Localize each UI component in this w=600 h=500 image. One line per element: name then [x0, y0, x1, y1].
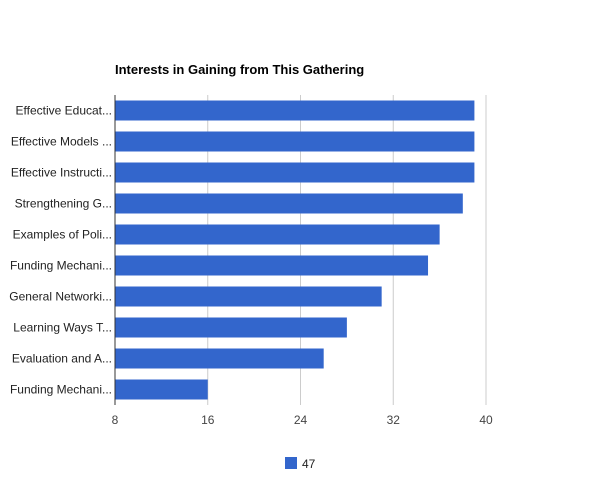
- bars: [115, 100, 475, 400]
- category-label: Effective Models ...: [11, 135, 112, 149]
- bar: [115, 193, 463, 214]
- bar: [115, 286, 382, 307]
- category-label: Funding Mechani...: [10, 383, 112, 397]
- x-tick-label: 32: [387, 413, 401, 427]
- bar: [115, 224, 440, 245]
- legend-label: 47: [302, 457, 316, 471]
- category-label: General Networki...: [9, 290, 112, 304]
- category-label: Funding Mechani...: [10, 259, 112, 273]
- bar: [115, 317, 347, 338]
- x-tick-label: 16: [201, 413, 215, 427]
- bar: [115, 131, 475, 152]
- x-tick-label: 8: [112, 413, 119, 427]
- chart-title: Interests in Gaining from This Gathering: [115, 62, 364, 77]
- x-tick-label: 24: [294, 413, 308, 427]
- bar: [115, 348, 324, 369]
- category-label: Examples of Poli...: [13, 228, 112, 242]
- x-tick-labels: 8 16 24 32 40: [112, 413, 493, 427]
- category-label: Strengthening G...: [15, 197, 112, 211]
- category-label: Effective Educat...: [16, 104, 113, 118]
- category-label: Evaluation and A...: [12, 352, 112, 366]
- category-label: Effective Instructi...: [11, 166, 112, 180]
- bar: [115, 255, 429, 276]
- bar: [115, 379, 208, 400]
- legend: 47: [285, 457, 316, 471]
- legend-swatch: [285, 457, 297, 469]
- bar: [115, 100, 475, 121]
- category-label: Learning Ways T...: [13, 321, 112, 335]
- x-tick-label: 40: [479, 413, 493, 427]
- category-labels: Effective Educat... Effective Models ... E…: [9, 104, 112, 397]
- bar: [115, 162, 475, 183]
